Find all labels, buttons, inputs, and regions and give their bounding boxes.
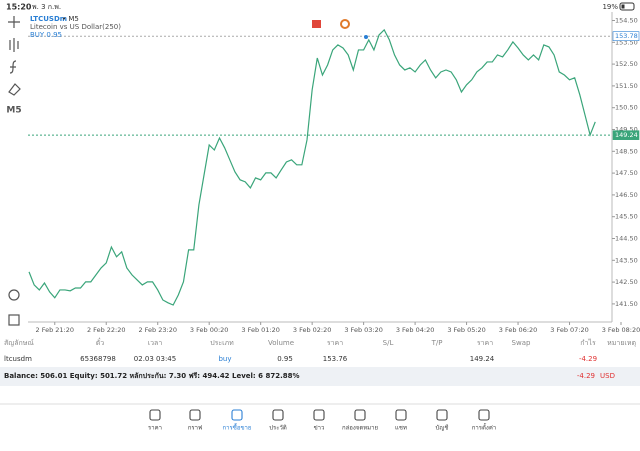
x-tick-label: 3 Feb 06:20: [499, 326, 538, 334]
event-marker[interactable]: [364, 35, 368, 39]
nav-label[interactable]: กล่องจดหมาย: [342, 425, 378, 432]
chart-period: • M5: [62, 15, 79, 23]
indicator-icon[interactable]: [9, 38, 19, 52]
status-date: พ. 3 ก.พ.: [32, 3, 61, 11]
y-tick-label: 153.50: [615, 38, 638, 46]
nav-label[interactable]: บัญชี: [436, 424, 449, 432]
x-tick-label: 3 Feb 01:20: [241, 326, 280, 334]
col-header: T/P: [431, 339, 443, 347]
nav-icon[interactable]: [354, 409, 366, 421]
function-icon[interactable]: [9, 60, 17, 74]
crosshair-icon[interactable]: [8, 16, 20, 28]
y-tick-label: 148.50: [615, 147, 638, 155]
objects-icon[interactable]: [8, 83, 21, 96]
price-tag-label: 153.78: [615, 32, 638, 40]
y-tick-label: 145.50: [615, 213, 638, 221]
nav-label[interactable]: การซื้อขาย: [223, 422, 252, 432]
y-tick-label: 141.50: [615, 300, 638, 308]
x-tick-label: 3 Feb 08:20: [602, 326, 640, 334]
battery-icon: [619, 2, 635, 11]
nav-icon[interactable]: [313, 409, 325, 421]
balance-bar: [0, 367, 640, 386]
price-tag-label: 149.24: [615, 131, 638, 139]
nav-label[interactable]: ประวัติ: [269, 425, 287, 432]
col-header: กำไร: [580, 338, 596, 347]
balance-currency: USD: [600, 372, 615, 380]
zoom-icon[interactable]: [8, 289, 20, 301]
status-time: 15:20: [6, 3, 32, 12]
nav-label[interactable]: การตั้งค่า: [472, 422, 496, 432]
col-header: ราคา: [477, 339, 493, 347]
chart-symbol: LTCUSDm: [30, 15, 67, 23]
price-tag: [612, 130, 640, 140]
x-tick-label: 3 Feb 03:20: [344, 326, 383, 334]
chart: 141.50 142.50 143.50 144.50 145.50 146.50 147.…: [28, 12, 640, 334]
flag-icon: [340, 19, 350, 29]
y-tick-label: 144.50: [615, 235, 638, 243]
col-header: ประเภท: [210, 339, 234, 347]
cell-open-price: 153.76: [323, 355, 348, 363]
col-header: Volume: [268, 339, 294, 347]
nav-icon[interactable]: [149, 409, 161, 421]
col-header: เวลา: [148, 339, 163, 347]
left-toolbar: M5: [6, 16, 22, 326]
y-tick-label: 147.50: [615, 169, 638, 177]
cell-profit: -4.29: [579, 355, 597, 363]
nav-icon[interactable]: [478, 409, 490, 421]
nav-label[interactable]: แชท: [395, 425, 407, 432]
cell-type: buy: [218, 355, 231, 363]
x-tick-label: 2 Feb 23:20: [138, 326, 177, 334]
battery-level: [621, 4, 625, 9]
chart-subtitle: Litecoin vs US Dollar(250): [30, 23, 121, 31]
y-tick-label: 152.50: [615, 60, 638, 68]
price-tag: [612, 31, 640, 41]
status-battery: 19%: [602, 3, 618, 11]
y-tick-label: 142.50: [615, 278, 638, 286]
bottom-nav: ราคา กราฟ การซื้อขาย ประวัติ ข่าว กล่องจดหมาย…: [148, 409, 496, 432]
nav-icon[interactable]: [189, 409, 201, 421]
col-header: ราคา: [327, 339, 343, 347]
x-tick-label: 2 Feb 21:20: [36, 326, 75, 334]
nav-icon[interactable]: [272, 409, 284, 421]
y-tick-label: 143.50: [615, 256, 638, 264]
timeframe-button[interactable]: M5: [6, 106, 21, 116]
col-header: Swap: [512, 339, 531, 347]
cell-price: 149.24: [470, 355, 495, 363]
x-tick-label: 3 Feb 04:20: [396, 326, 435, 334]
col-header: หมายเหตุ: [607, 339, 636, 347]
cell-symbol[interactable]: ltcusdm: [4, 355, 32, 363]
y-tick-label: 150.50: [615, 104, 638, 112]
flag-icon: [312, 20, 321, 28]
col-header: ตั๋ว: [96, 338, 105, 347]
x-tick-label: 3 Feb 02:20: [293, 326, 332, 334]
balance-profit: -4.29: [577, 372, 595, 380]
nav-icon[interactable]: [395, 409, 407, 421]
positions-table: สัญลักษณ์ ตั๋ว เวลา ประเภท Volume ราคา S…: [4, 338, 636, 363]
y-tick-label: 146.50: [615, 191, 638, 199]
trade-icon[interactable]: [8, 314, 20, 326]
col-header: สัญลักษณ์: [4, 339, 34, 347]
nav-label[interactable]: ข่าว: [314, 425, 325, 432]
x-tick-label: 3 Feb 07:20: [550, 326, 589, 334]
x-tick-label: 2 Feb 22:20: [87, 326, 126, 334]
nav-label[interactable]: กราฟ: [188, 425, 202, 432]
balance-text: Balance: 506.01 Equity: 501.72 หลักประกั…: [4, 372, 299, 380]
y-tick-label: 154.50: [615, 17, 638, 25]
position-label: BUY 0.95: [30, 31, 62, 39]
x-tick-label: 3 Feb 05:20: [447, 326, 486, 334]
cell-time: 02.03 03:45: [134, 355, 176, 363]
y-tick-label: 151.50: [615, 82, 638, 90]
cell-volume: 0.95: [277, 355, 293, 363]
y-tick-label: 149.50: [615, 126, 638, 134]
x-tick-label: 3 Feb 00:20: [190, 326, 229, 334]
nav-icon[interactable]: [231, 409, 243, 421]
nav-icon[interactable]: [436, 409, 448, 421]
price-line-series: [28, 28, 596, 306]
col-header: S/L: [383, 339, 394, 347]
cell-ticket: 65368798: [80, 355, 116, 363]
nav-label[interactable]: ราคา: [148, 425, 162, 432]
